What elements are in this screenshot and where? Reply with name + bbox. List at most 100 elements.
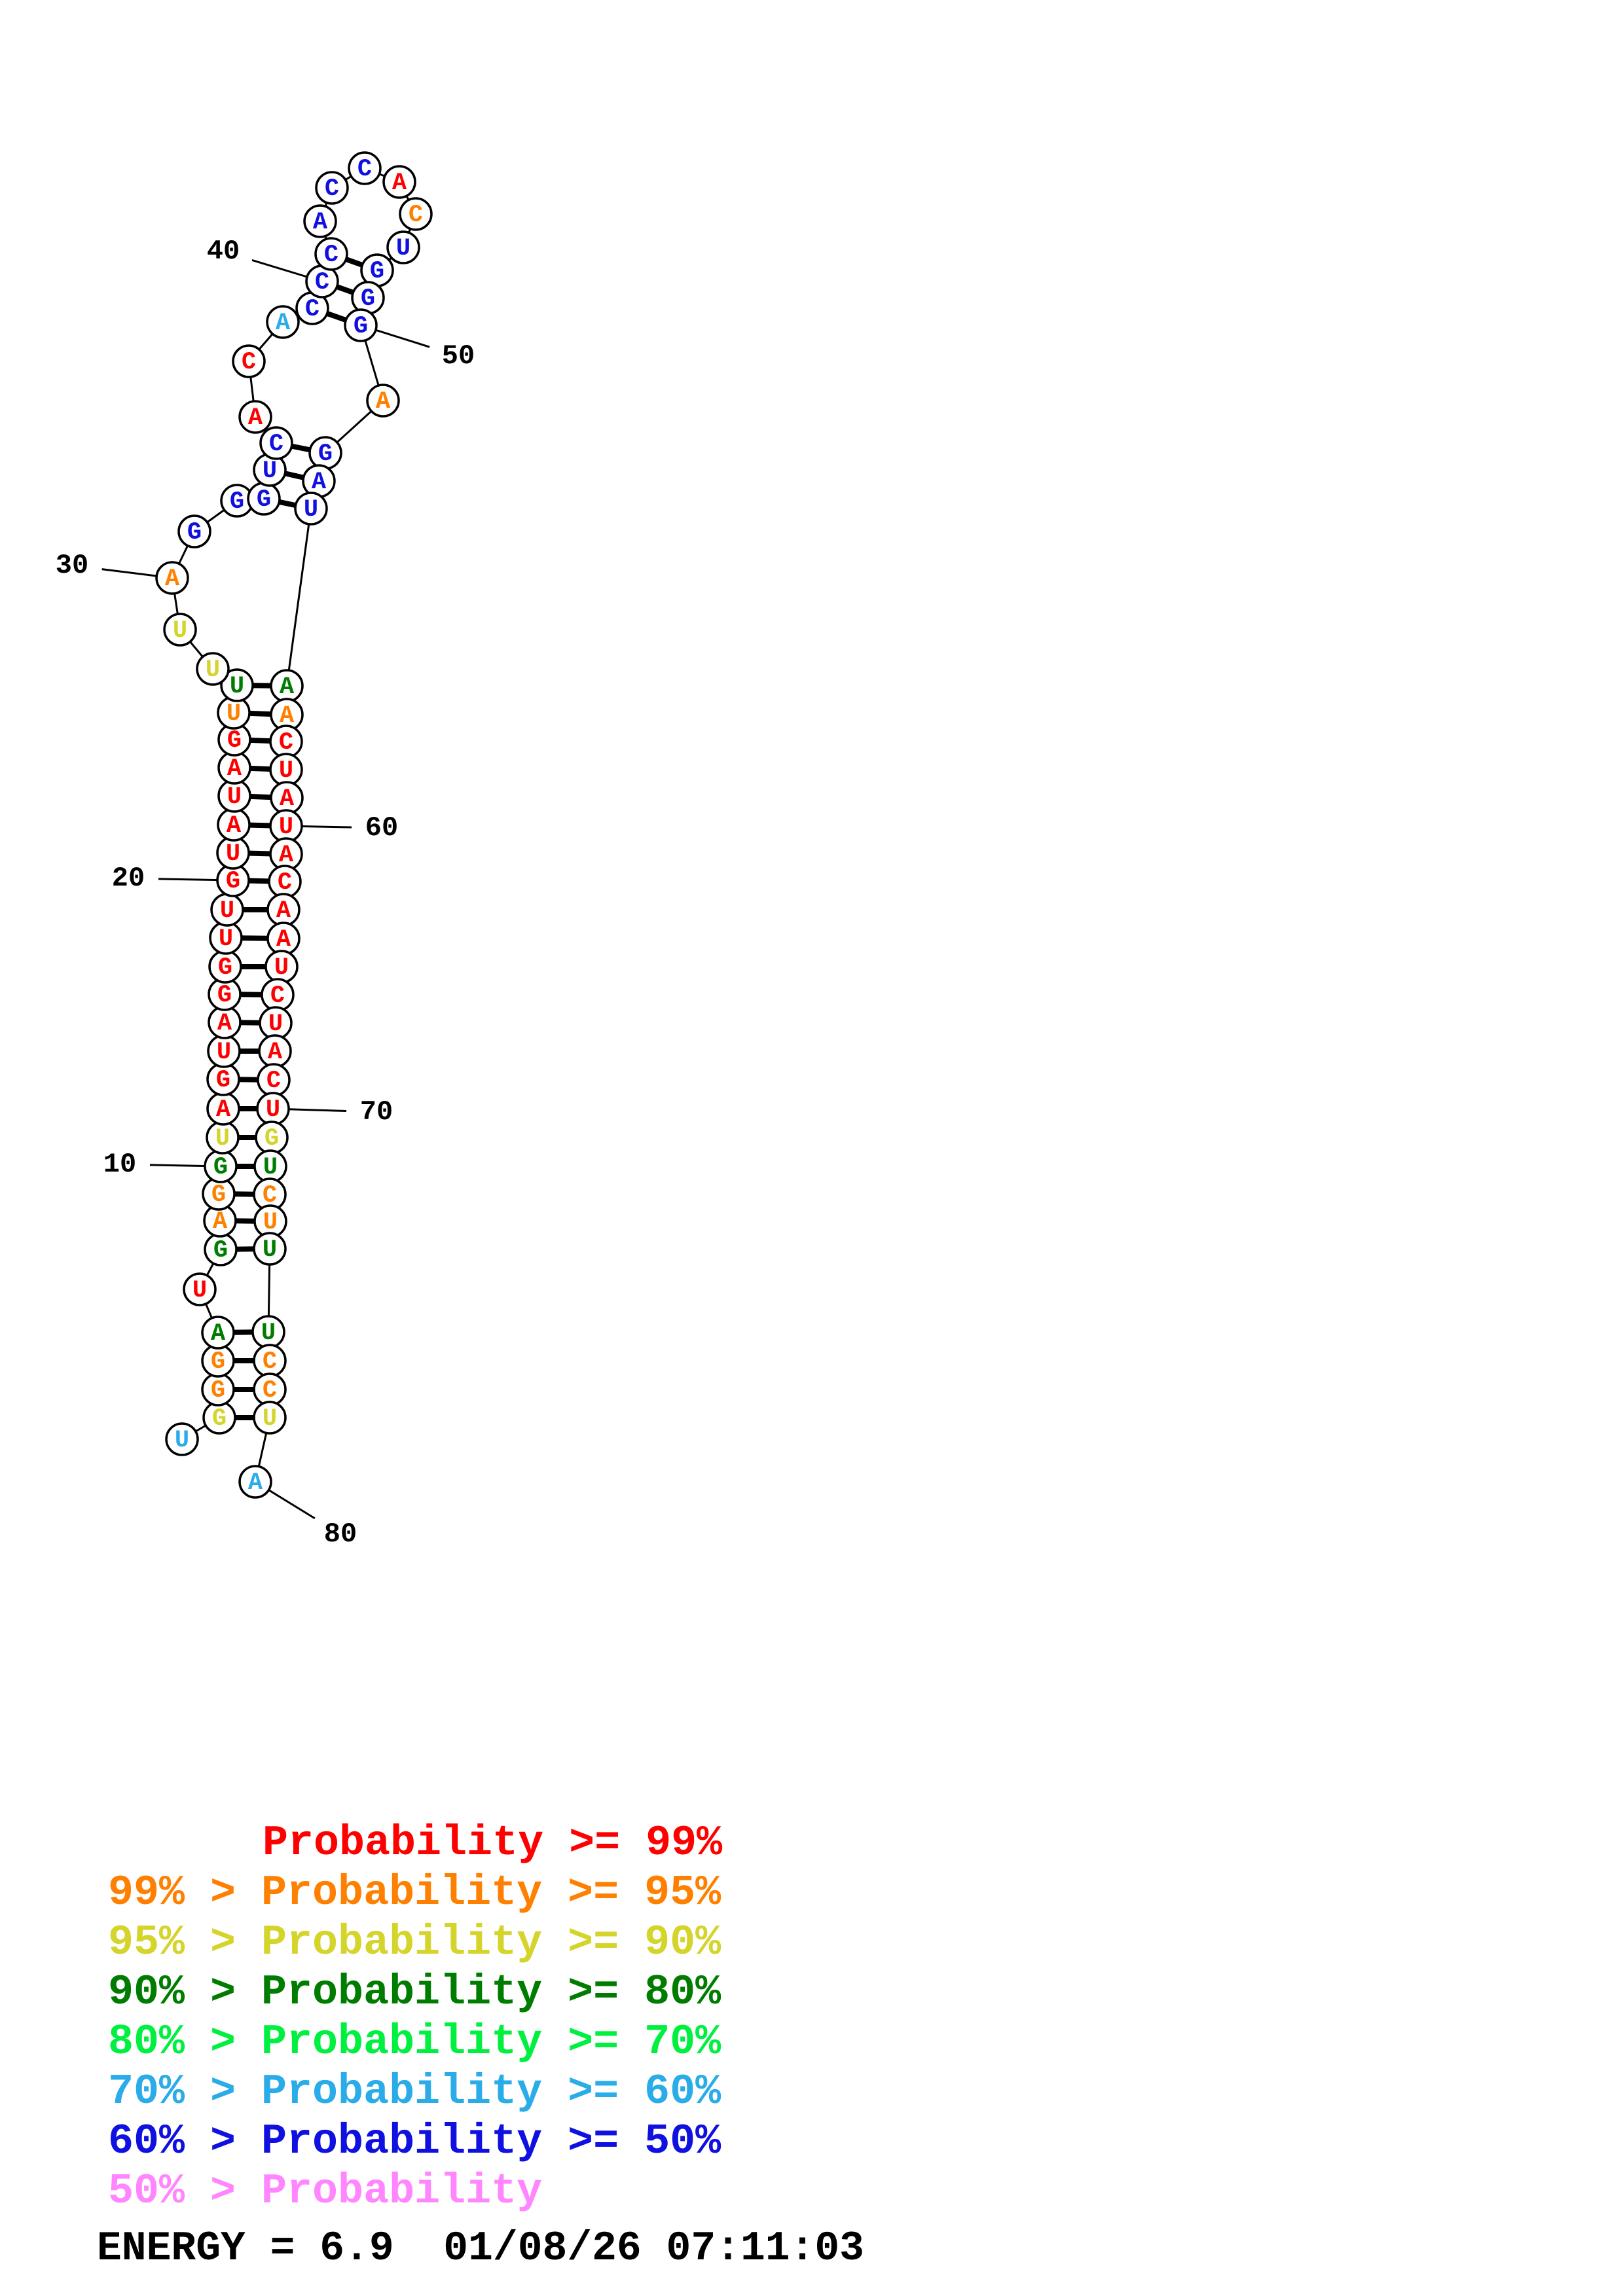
legend-row-80-70: 80% > Probability >= 70% — [108, 2018, 721, 2066]
nucleotide-base-letter: U — [219, 925, 233, 953]
nucleotide-10-G: G — [204, 1149, 238, 1183]
nucleotide-51-A: A — [366, 384, 400, 418]
nucleotide-6-U: U — [183, 1272, 217, 1306]
nucleotide-base-letter: C — [409, 202, 423, 229]
nucleotide-28-U: U — [196, 652, 230, 686]
nucleotide-66-C: C — [261, 978, 295, 1012]
nucleotide-24-A: A — [217, 751, 251, 785]
nucleotide-32-G: G — [220, 484, 254, 518]
nucleotide-40-C: C — [305, 264, 339, 298]
legend-row-prob-ge-99: Probability >= 99% — [263, 1819, 723, 1867]
nucleotide-38-A: A — [266, 305, 300, 339]
nucleotide-42-A: A — [303, 204, 337, 238]
nucleotide-17-G: G — [208, 950, 242, 984]
nucleotide-13-G: G — [206, 1062, 240, 1096]
nucleotide-base-letter: U — [268, 1011, 283, 1038]
energy-timestamp-line: ENERGY = 6.9 01/08/26 07:11:03 — [97, 2225, 864, 2272]
position-label-50: 50 — [442, 340, 475, 372]
position-label-60: 60 — [365, 812, 398, 844]
legend-row-90-80: 90% > Probability >= 80% — [108, 1968, 721, 2017]
nucleotide-31-G: G — [177, 514, 211, 548]
nucleotide-75-U: U — [253, 1232, 287, 1266]
nucleotide-base-letter: A — [276, 310, 291, 337]
nucleotide-circle — [344, 308, 378, 342]
nucleotide-55-A: A — [270, 669, 304, 703]
nucleotide-26-U: U — [217, 696, 251, 730]
nucleotide-base-letter: C — [315, 269, 329, 296]
nucleotide-69-C: C — [257, 1063, 291, 1097]
nucleotide-base-letter: A — [276, 926, 291, 954]
nucleotide-base-letter: G — [213, 1154, 228, 1181]
nucleotide-base-letter: G — [211, 1348, 225, 1376]
nucleotide-base-letter: A — [268, 1039, 283, 1066]
nucleotide-11-U: U — [206, 1121, 240, 1155]
nucleotide-50-G: G — [344, 308, 378, 342]
nucleotide-14-U: U — [207, 1034, 241, 1068]
nucleotide-base-letter: U — [206, 656, 220, 684]
nucleotide-base-letter: G — [212, 1405, 227, 1433]
nucleotide-base-letter: C — [263, 1377, 277, 1405]
nucleotide-base-letter: A — [276, 897, 291, 925]
nucleotide-circle — [303, 204, 337, 238]
nucleotide-base-letter: U — [227, 783, 242, 811]
nucleotide-circle — [165, 1422, 199, 1456]
nucleotide-base-letter: U — [175, 1427, 189, 1454]
nucleotide-58-U: U — [269, 753, 303, 787]
nucleotide-63-A: A — [266, 893, 301, 927]
nucleotide-base-letter: A — [248, 1469, 263, 1497]
nucleotide-43-C: C — [315, 171, 349, 205]
nucleotide-circle — [366, 384, 400, 418]
legend-row-lt-50: 50% > Probability — [108, 2167, 543, 2215]
nucleotide-30-A: A — [155, 561, 189, 595]
nucleotide-36-A: A — [238, 400, 272, 434]
nucleotide-2-G: G — [202, 1401, 236, 1435]
nucleotide-base-letter: A — [279, 842, 294, 869]
nucleotide-circle — [232, 344, 266, 378]
nucleotide-base-letter: A — [227, 812, 242, 840]
nucleotide-base-letter: U — [227, 700, 241, 728]
nucleotide-circle — [177, 514, 211, 548]
nucleotide-base-letter: U — [266, 1096, 280, 1124]
nucleotide-15-A: A — [208, 1005, 242, 1039]
nucleotide-base-letter: U — [226, 840, 240, 868]
nucleotide-base-letter: C — [242, 349, 256, 376]
position-label-10: 10 — [103, 1149, 136, 1180]
position-label-80: 80 — [324, 1518, 357, 1550]
nucleotide-3-G: G — [201, 1372, 235, 1407]
nucleotide-base-letter: A — [280, 673, 295, 701]
nucleotide-base-letter: G — [354, 313, 368, 340]
nucleotide-5-A: A — [201, 1316, 235, 1350]
nucleotide-base-letter: U — [263, 1405, 277, 1433]
nucleotide-base-letter: A — [313, 209, 328, 236]
nucleotide-base-letter: A — [165, 565, 180, 593]
nucleotide-circle — [399, 197, 433, 231]
nucleotide-27-U: U — [220, 668, 254, 702]
nucleotide-68-A: A — [258, 1034, 292, 1068]
nucleotide-72-U: U — [253, 1149, 287, 1183]
nucleotide-base-letter: U — [274, 954, 289, 982]
nucleotide-29-U: U — [163, 613, 197, 647]
position-label-30: 30 — [56, 550, 88, 581]
nucleotide-22-A: A — [217, 808, 251, 842]
nucleotide-base-letter: C — [325, 175, 339, 203]
nucleotide-base-letter: C — [324, 242, 338, 269]
nucleotide-44-C: C — [348, 151, 382, 185]
nucleotide-59-A: A — [270, 781, 304, 815]
nucleotide-19-U: U — [210, 893, 244, 927]
nucleotide-base-letter: A — [280, 785, 295, 813]
nucleotide-base-letter: C — [305, 296, 319, 323]
nucleotide-circle — [183, 1272, 217, 1306]
nucleotide-base-letter: G — [264, 1125, 279, 1153]
nucleotide-base-letter: U — [279, 757, 293, 785]
nucleotide-circle — [253, 1401, 287, 1435]
nucleotide-65-U: U — [264, 950, 299, 984]
nucleotide-circle — [155, 561, 189, 595]
nucleotide-49-G: G — [351, 281, 385, 315]
position-label-40: 40 — [207, 236, 240, 267]
nucleotide-54-U: U — [294, 492, 328, 526]
nucleotide-base-letter: G — [218, 954, 232, 982]
nucleotide-base-letter: U — [173, 617, 187, 645]
nucleotide-60-U: U — [269, 809, 303, 843]
nucleotide-circle — [315, 171, 349, 205]
nucleotide-base-letter: G — [227, 727, 242, 755]
